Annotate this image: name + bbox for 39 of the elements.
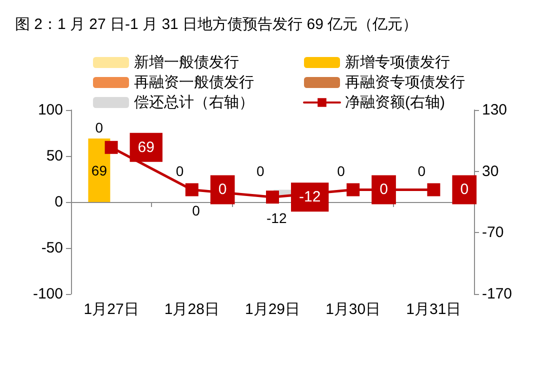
- data-label: 69: [91, 162, 108, 178]
- x-tick-label: 1月30日: [326, 301, 381, 318]
- point: [427, 183, 440, 196]
- data-label: 69: [138, 138, 154, 156]
- y2-tick-label: 130: [482, 102, 508, 118]
- data-label: 0: [337, 163, 346, 179]
- point: [346, 183, 360, 196]
- y-tick-label: 50: [46, 148, 63, 164]
- x-tick-label: 1月28日: [164, 301, 220, 318]
- legend-label: 净融资额(右轴): [345, 94, 445, 111]
- y2-tick-label: -70: [482, 224, 504, 242]
- legend-label: 新增一般债发行: [134, 54, 239, 71]
- data-label: -12: [299, 188, 321, 206]
- y-tick-label: 100: [38, 102, 63, 118]
- point: [185, 183, 198, 196]
- x-tick-label: 1月27日: [84, 301, 139, 318]
- legend-label: 偿还总计（右轴）: [134, 94, 254, 111]
- data-label: 0: [95, 120, 104, 136]
- legend-label: 新增专项债发行: [345, 54, 450, 71]
- y-tick-label: 0: [54, 194, 63, 210]
- y-tick-label: -100: [32, 286, 63, 302]
- chart-title: 图 2：1 月 27 日-1 月 31 日地方债预告发行 69 亿元（亿元）: [15, 16, 418, 33]
- legend-label: 再融资一般债发行: [134, 74, 254, 91]
- point: [266, 190, 279, 204]
- point: [104, 140, 118, 154]
- x-tick-label: 1月31日: [406, 301, 462, 318]
- y-tick-label: -50: [41, 240, 63, 256]
- data-label: 0: [256, 163, 264, 179]
- data-label: 0: [418, 163, 426, 179]
- data-label: -12: [266, 210, 287, 226]
- data-label: 0: [460, 181, 469, 198]
- legend-label: 再融资专项债发行: [345, 74, 465, 91]
- data-label: 0: [218, 181, 227, 198]
- data-label: 0: [192, 202, 200, 219]
- data-label: 0: [176, 163, 184, 179]
- data-label: 0: [380, 181, 388, 198]
- y2-tick-label: -170: [482, 286, 512, 302]
- y2-tick-label: 30: [482, 162, 499, 180]
- x-tick-label: 1月29日: [244, 301, 300, 318]
